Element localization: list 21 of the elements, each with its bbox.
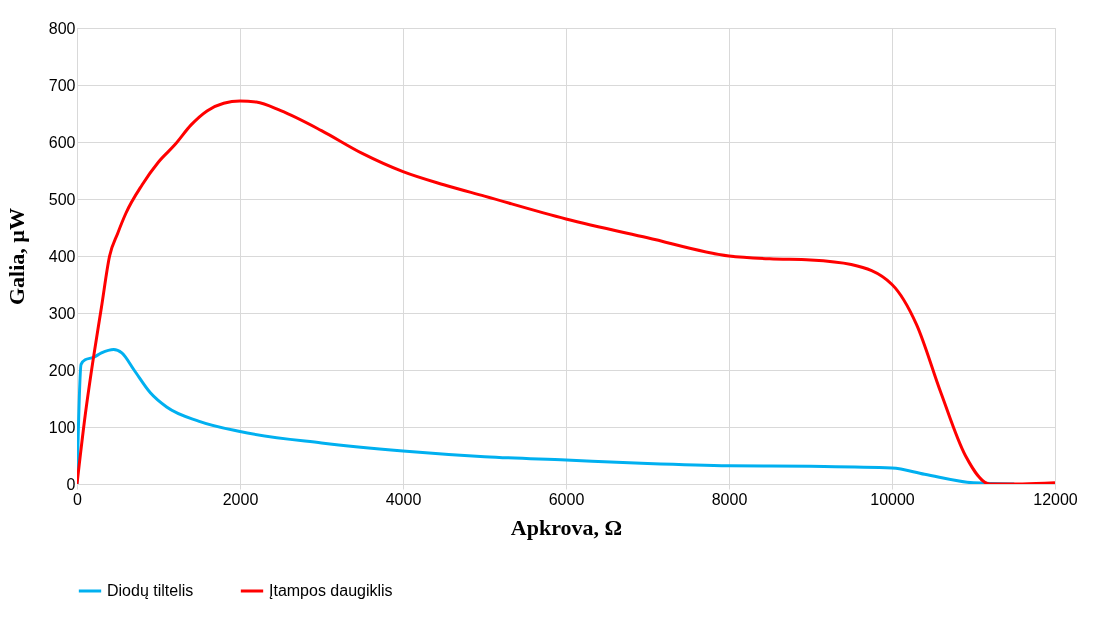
x-axis-title: Apkrova, Ω	[510, 514, 623, 540]
y-tick-label: 400	[48, 247, 76, 265]
x-tick-label: 4000	[385, 490, 422, 508]
x-tick-label: 8000	[711, 490, 748, 508]
x-tick-label: 2000	[222, 490, 259, 508]
y-tick-label: 600	[48, 133, 76, 151]
y-tick-label: 200	[48, 361, 76, 379]
y-tick-label: 800	[48, 19, 76, 37]
x-tick-label: 10000	[870, 490, 915, 508]
x-tick-label: 12000	[1033, 490, 1078, 508]
y-tick-label: 0	[66, 475, 76, 493]
y-tick-label: 700	[48, 76, 76, 94]
y-tick-label: 300	[48, 304, 76, 322]
line-series	[77, 347, 1016, 484]
line-series	[77, 99, 1055, 484]
legend-label: Įtampos daugiklis	[269, 582, 393, 599]
legend-label: Diodų tiltelis	[107, 582, 194, 599]
y-tick-label: 500	[48, 190, 76, 208]
x-tick-label: 6000	[548, 490, 585, 508]
y-tick-label: 100	[48, 418, 76, 436]
y-axis-title: Galia, µW	[3, 207, 29, 306]
